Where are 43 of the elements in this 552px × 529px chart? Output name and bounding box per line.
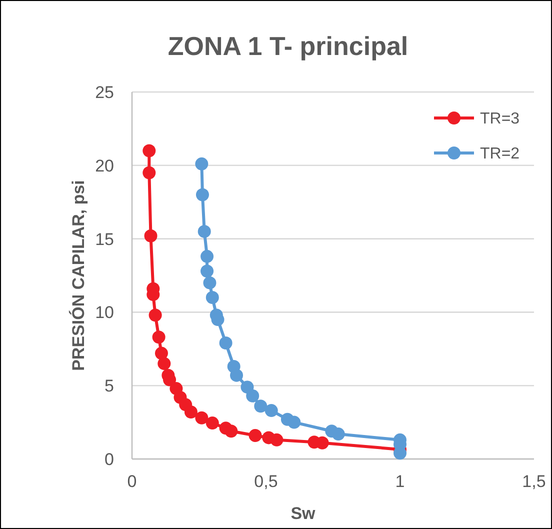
- y-tick-label: 20: [95, 156, 114, 176]
- point: [254, 400, 268, 413]
- chart-title: ZONA 1 T- principal: [168, 31, 408, 61]
- y-axis-title: PRESIÓN CAPILAR, psi: [68, 180, 88, 371]
- point: [142, 144, 156, 158]
- y-tick-label: 10: [95, 303, 114, 322]
- x-tick-label: 1,5: [522, 472, 546, 491]
- point: [246, 389, 260, 402]
- point: [152, 330, 166, 344]
- point: [158, 357, 171, 370]
- point: [332, 428, 345, 441]
- y-tick-label: 0: [104, 450, 114, 469]
- point: [224, 424, 238, 438]
- legend-label: TR=2: [480, 146, 520, 163]
- point: [200, 250, 214, 263]
- y-tick-label: 25: [95, 82, 114, 102]
- point: [184, 406, 198, 419]
- point: [148, 308, 162, 322]
- x-axis-title: Sw: [290, 504, 316, 523]
- point: [198, 224, 211, 238]
- point: [206, 291, 219, 304]
- point: [270, 433, 284, 446]
- point: [288, 416, 301, 429]
- x-tick-label: 0: [127, 472, 137, 491]
- point: [316, 436, 329, 450]
- point: [142, 166, 156, 180]
- point: [219, 336, 232, 350]
- y-tick-label: 5: [104, 376, 114, 396]
- point: [195, 411, 208, 424]
- point: [394, 446, 406, 460]
- x-tick-label: 1: [395, 472, 405, 491]
- point: [144, 229, 158, 242]
- point: [196, 188, 209, 202]
- point: [248, 429, 262, 442]
- point: [200, 264, 214, 278]
- point: [230, 368, 244, 382]
- point: [203, 276, 216, 290]
- point: [206, 416, 219, 430]
- x-tick-label: 0,5: [254, 472, 278, 491]
- legend-label: TR=3: [480, 110, 520, 128]
- y-tick-label: 15: [95, 230, 114, 249]
- point: [264, 404, 278, 418]
- point: [195, 157, 208, 170]
